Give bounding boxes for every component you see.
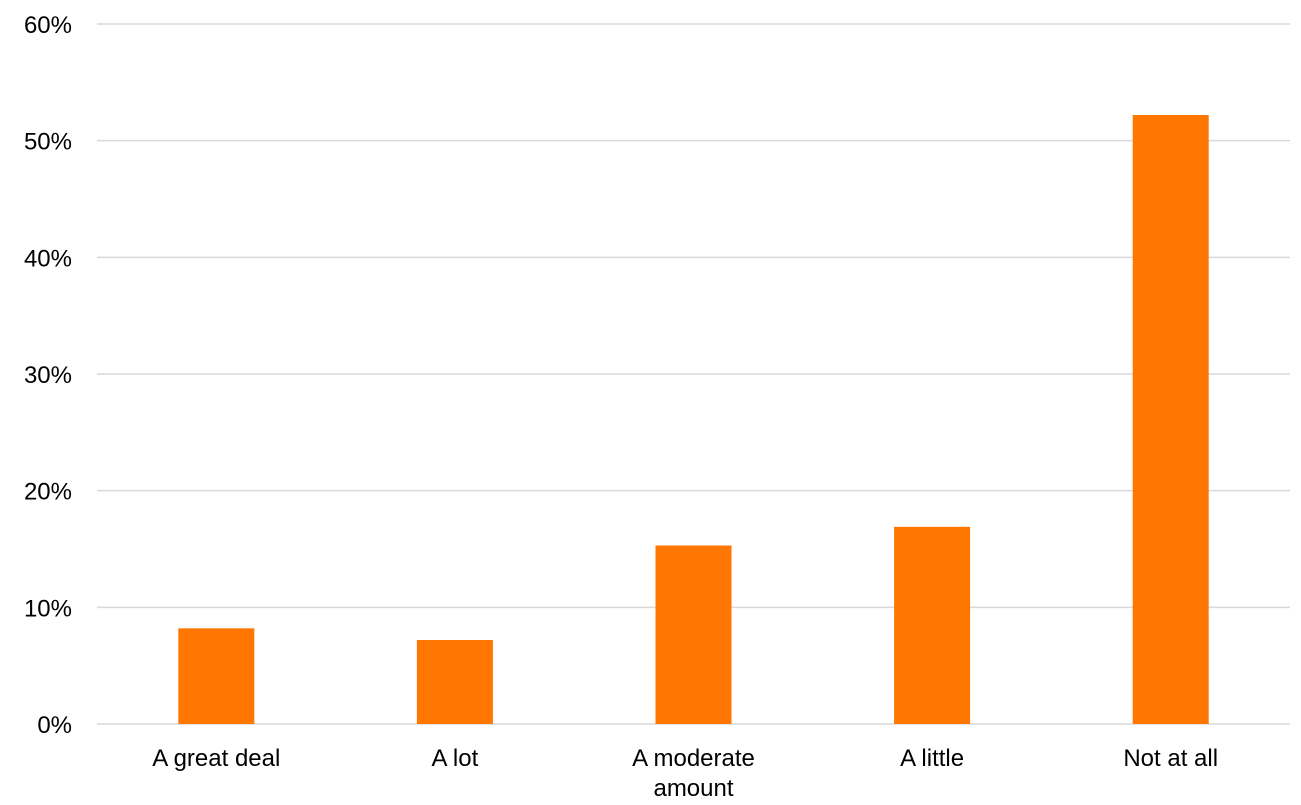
bar: [1132, 115, 1209, 724]
x-category-label-line: A moderate: [632, 745, 755, 772]
bars: [178, 115, 1209, 724]
y-tick-label: 40%: [24, 245, 72, 272]
bar: [178, 628, 255, 724]
x-category-label-line: A great deal: [152, 745, 280, 772]
gridlines: [97, 23, 1290, 725]
x-category-label-line: A little: [900, 745, 964, 772]
x-category-label: A lot: [432, 745, 479, 772]
y-tick-label: 50%: [24, 129, 72, 156]
x-category-label: A moderate amount: [632, 745, 755, 802]
bar: [416, 640, 493, 724]
x-category-label-line: amount: [653, 775, 733, 802]
bar: [655, 545, 732, 724]
bar: [894, 526, 971, 724]
x-category-label: A great deal: [152, 745, 280, 772]
y-axis-tick-labels: 0% 10% 20% 30% 40% 50% 60%: [24, 12, 72, 739]
x-axis-category-labels: A great deal A lot A moderate amount A littl…: [152, 745, 1218, 802]
y-tick-label: 20%: [24, 479, 72, 506]
y-tick-label: 30%: [24, 362, 72, 389]
x-category-label: A little: [900, 745, 964, 772]
x-category-label-line: A lot: [432, 745, 479, 772]
y-tick-label: 0%: [37, 712, 72, 739]
x-category-label-line: Not at all: [1123, 745, 1218, 772]
y-tick-label: 10%: [24, 595, 72, 622]
y-tick-label: 60%: [24, 12, 72, 39]
x-category-label: Not at all: [1123, 745, 1218, 772]
